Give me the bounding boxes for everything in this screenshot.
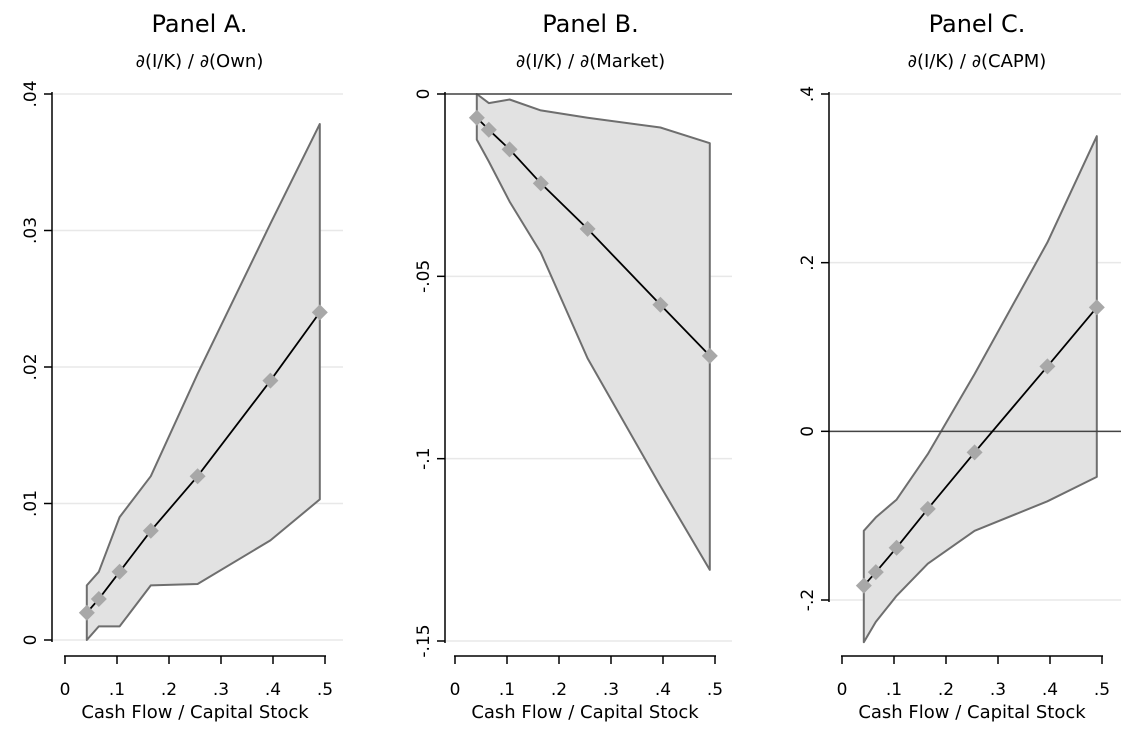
y-tick-label: -.2 [798, 589, 818, 611]
data-point [919, 500, 936, 517]
data-point [579, 220, 596, 237]
data-point [189, 468, 206, 485]
x-tick-label: .3 [213, 680, 229, 700]
data-point [111, 563, 128, 580]
y-tick-label: -.15 [414, 624, 434, 657]
x-tick-label: .5 [317, 680, 333, 700]
data-point [966, 444, 983, 461]
confidence-band [475, 93, 711, 571]
data-point [855, 577, 872, 594]
x-tick-label: .4 [1042, 680, 1058, 700]
y-tick-label: 0 [798, 426, 818, 437]
y-tick-label: -.05 [414, 260, 434, 293]
confidence-band [862, 135, 1098, 644]
x-tick-label: .2 [161, 680, 177, 700]
data-point [501, 141, 518, 158]
y-tick-label: .04 [21, 80, 41, 107]
y-tick-label: -.1 [414, 447, 434, 469]
panel-title: Panel C. [929, 10, 1026, 38]
x-axis-label: Cash Flow / Capital Stock [81, 702, 309, 723]
x-tick-label: .2 [938, 680, 954, 700]
y-tick-label: 0 [21, 635, 41, 646]
panel-subtitle: ∂(I/K) / ∂(Market) [516, 51, 665, 72]
y-tick-label: .03 [21, 217, 41, 244]
data-point [1039, 358, 1056, 375]
x-tick-label: 0 [837, 680, 848, 700]
x-tick-label: .1 [499, 680, 515, 700]
x-tick-label: .5 [1094, 680, 1110, 700]
data-point [480, 121, 497, 138]
data-point [78, 604, 95, 621]
data-point [311, 304, 328, 321]
panel-a: Panel A. ∂(I/K) / ∂(Own) 0 .01 .02 .03 .04 0 .1.… [21, 10, 343, 723]
data-point [1088, 299, 1105, 316]
data-point [701, 347, 718, 364]
confidence-band [85, 123, 321, 641]
x-tick-label: .4 [655, 680, 671, 700]
data-point [262, 372, 279, 389]
y-tick-label: .2 [798, 255, 818, 271]
x-tick-label: .4 [265, 680, 281, 700]
y-tick-label: 0 [414, 89, 434, 100]
panel-title: Panel A. [152, 10, 248, 38]
panel-title: Panel B. [542, 10, 638, 38]
x-axis-label: Cash Flow / Capital Stock [858, 702, 1086, 723]
x-tick-label: .3 [990, 680, 1006, 700]
x-tick-label: .1 [109, 680, 125, 700]
data-point [142, 522, 159, 539]
x-tick-label: .5 [707, 680, 723, 700]
data-point [532, 175, 549, 192]
y-tick-label: .4 [798, 86, 818, 102]
panel-b: Panel B. ∂(I/K) / ∂(Market) 0 -.05 -.1 -.15 0.… [414, 10, 732, 723]
x-tick-label: .1 [886, 680, 902, 700]
y-tick-label: .02 [21, 353, 41, 380]
data-point [867, 564, 884, 581]
panel-c: Panel C. ∂(I/K) / ∂(CAPM) -.2 0 .2 .4 0 .1 .2 .3.… [798, 10, 1121, 723]
x-tick-label: .3 [603, 680, 619, 700]
data-point [652, 296, 669, 313]
x-tick-label: 0 [450, 680, 461, 700]
data-point [90, 591, 107, 608]
x-tick-label: 0 [60, 680, 71, 700]
panel-subtitle: ∂(I/K) / ∂(Own) [136, 51, 264, 72]
panel-subtitle: ∂(I/K) / ∂(CAPM) [908, 51, 1047, 72]
x-axis-label: Cash Flow / Capital Stock [471, 702, 699, 723]
data-point [888, 539, 905, 556]
x-tick-label: .2 [551, 680, 567, 700]
y-tick-label: .01 [21, 490, 41, 517]
data-point [468, 109, 485, 126]
